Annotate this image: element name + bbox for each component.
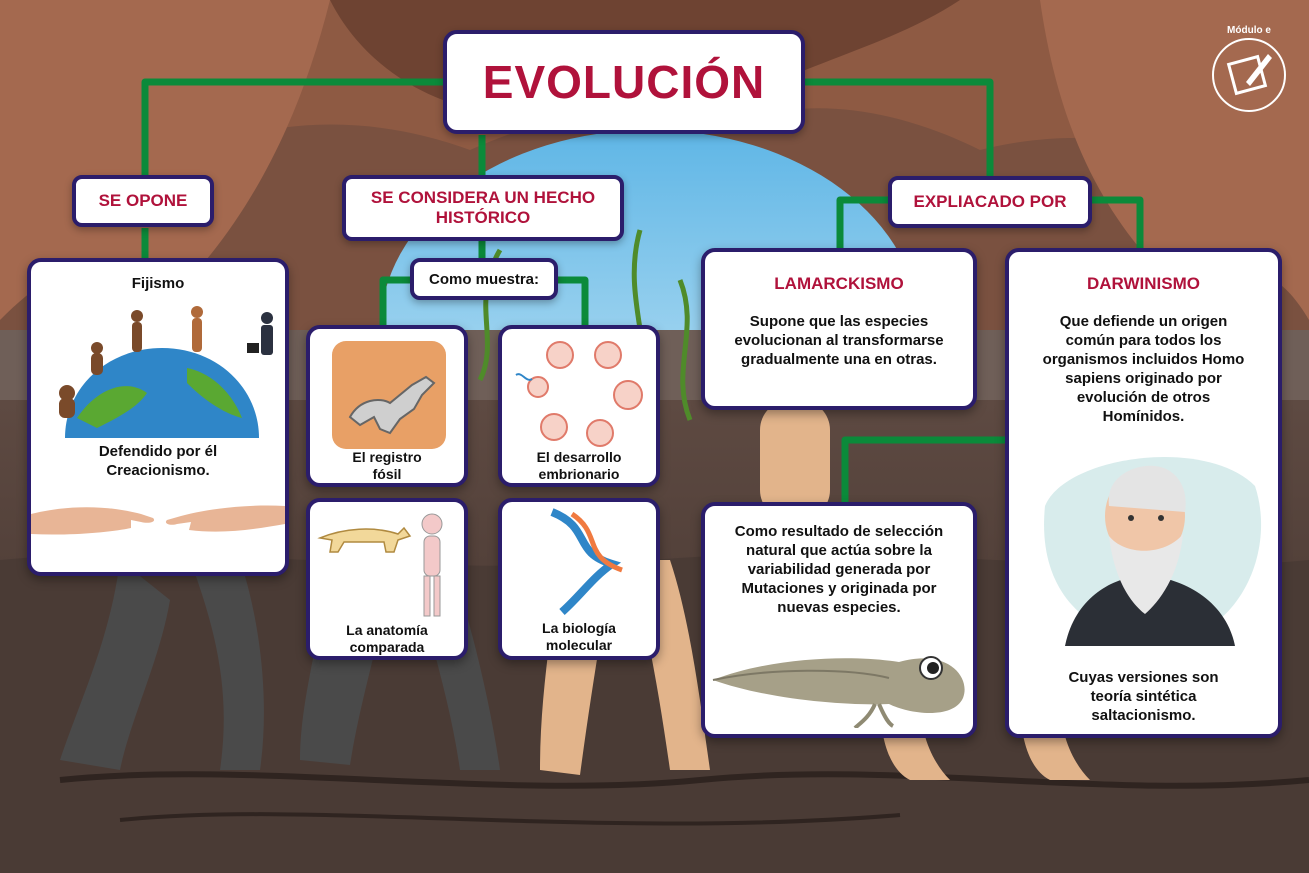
label-hecho-historico: SE CONSIDERA UN HECHO HISTÓRICO: [342, 175, 624, 241]
darwin-portrait-icon: [1044, 457, 1262, 646]
badge-text: Módulo e: [1227, 25, 1271, 36]
label-explicado-por: EXPLIACADO POR: [888, 176, 1092, 228]
embryo-label: El desarrollo embrionario: [536, 449, 622, 482]
label-se-opone: SE OPONE: [72, 175, 214, 227]
lamarckismo-text: Supone que las especies evolucionan al t…: [734, 313, 944, 368]
lamarckismo-heading: LAMARCKISMO: [774, 274, 904, 293]
skeleton-icon: [317, 513, 443, 617]
se-opone-text: SE OPONE: [98, 191, 188, 210]
darwinismo-text: Que defiende un origen común para todos …: [1042, 313, 1245, 425]
fijismo-text: Defendido por él Creacionismo.: [98, 443, 218, 479]
explicado-por-text: EXPLIACADO POR: [913, 192, 1067, 211]
molecular-label: La biología molecular: [542, 620, 616, 653]
como-muestra-text: Como muestra:: [428, 270, 540, 288]
modulo-e-logo: Módulo e: [1212, 25, 1286, 112]
evidence-card-anatomy: La anatomía comparada: [306, 498, 468, 660]
evidence-card-fossil: El registro fósil: [306, 325, 468, 487]
seleccion-text: Como resultado de selección natural que …: [734, 523, 944, 616]
darwinismo-footer: Cuyas versiones son teoría sintética sal…: [1068, 669, 1219, 724]
title-text: EVOLUCIÓN: [482, 56, 766, 108]
seleccion-card: Como resultado de selección natural que …: [701, 502, 977, 738]
evolution-globe-icon: [59, 306, 273, 438]
creation-hands-icon: [31, 505, 285, 535]
evidence-card-molecular: La biología molecular: [498, 498, 660, 660]
darwinismo-heading: DARWINISMO: [1086, 274, 1200, 293]
page-title: EVOLUCIÓN: [443, 30, 805, 134]
darwinismo-card: DARWINISMO Que defiende un origen común …: [1005, 248, 1282, 738]
fijismo-card: Fijismo Defendido por él Creacionismo.: [27, 258, 289, 576]
fossil-label: El registro fósil: [352, 449, 422, 482]
evidence-card-embryo: El desarrollo embrionario: [498, 325, 660, 487]
lamarckismo-card: LAMARCKISMO Supone que las especies evol…: [701, 248, 977, 410]
hecho-historico-text: SE CONSIDERA UN HECHO HISTÓRICO: [370, 188, 596, 227]
label-como-muestra: Como muestra:: [410, 258, 558, 300]
dna-icon: [550, 508, 623, 615]
fossil-icon: [332, 341, 446, 449]
embryo-cycle-icon: [515, 341, 643, 447]
fijismo-heading: Fijismo: [131, 275, 185, 292]
tadpole-icon: [712, 656, 965, 728]
anatomy-label: La anatomía comparada: [346, 622, 428, 655]
